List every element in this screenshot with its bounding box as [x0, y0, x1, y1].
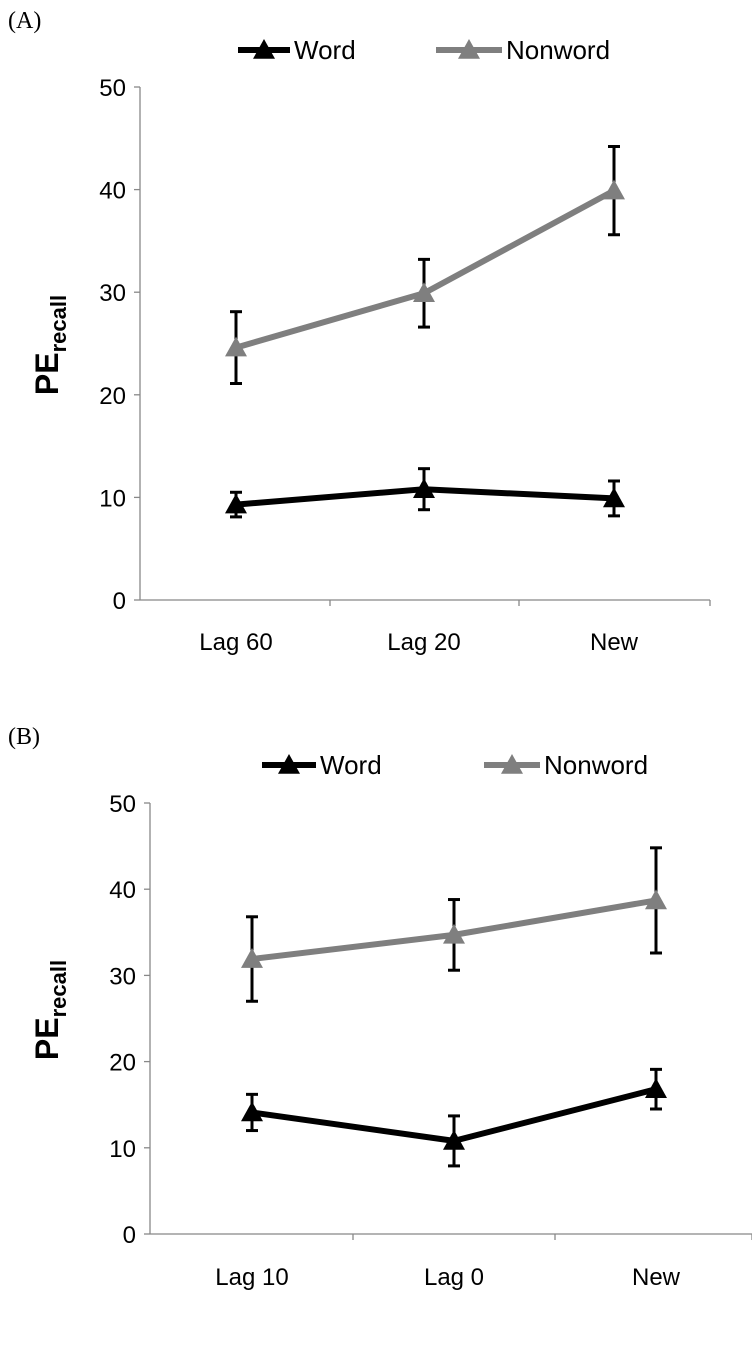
data-point-nonword — [603, 179, 625, 200]
legend-label-nonword: Nonword — [506, 35, 610, 65]
y-tick-label: 10 — [109, 1136, 136, 1163]
x-tick-label: Lag 60 — [199, 629, 272, 656]
legend-marker-nonword — [458, 39, 480, 59]
panel-b-label: (B) — [8, 724, 40, 750]
y-axis-label-subscript: recall — [46, 960, 71, 1018]
data-point-word — [225, 493, 247, 514]
y-tick-label: 0 — [113, 588, 126, 615]
data-point-word — [645, 1078, 667, 1098]
y-tick-label: 20 — [99, 383, 126, 410]
data-point-nonword — [225, 336, 247, 357]
legend-marker-word — [278, 754, 300, 774]
legend-label-nonword: Nonword — [544, 750, 648, 780]
x-tick-label: New — [590, 629, 639, 656]
data-point-word — [603, 487, 625, 508]
data-point-nonword — [645, 889, 667, 910]
y-axis-label: PErecall — [29, 295, 71, 395]
y-tick-label: 30 — [109, 963, 136, 990]
x-tick-label: Lag 20 — [387, 629, 460, 656]
y-tick-label: 30 — [99, 280, 126, 307]
chart-a: 0 10 20 30 40 50 Lag 60 Lag 20 New PErecall Word No… — [29, 35, 711, 656]
data-point-nonword — [443, 923, 465, 944]
data-point-word — [413, 478, 435, 498]
y-axis-label-main: PE — [29, 1017, 65, 1060]
x-tick-label: Lag 10 — [215, 1264, 288, 1291]
y-tick-label: 0 — [123, 1222, 136, 1249]
x-tick-label: Lag 0 — [424, 1264, 484, 1291]
data-point-word — [443, 1129, 465, 1150]
legend-marker-word — [253, 39, 275, 59]
y-tick-label: 50 — [99, 75, 126, 102]
y-tick-label: 40 — [99, 178, 126, 205]
y-tick-label: 50 — [109, 791, 136, 818]
legend-label-word: Word — [294, 35, 356, 65]
y-tick-label: 10 — [99, 485, 126, 512]
legend-label-word: Word — [320, 750, 382, 780]
data-point-nonword — [241, 948, 263, 968]
y-axis-label-main: PE — [29, 352, 65, 395]
y-tick-label: 20 — [109, 1050, 136, 1077]
x-tick-label: New — [632, 1264, 681, 1291]
panel-a-label: (A) — [8, 8, 42, 34]
y-axis-label-subscript: recall — [46, 295, 71, 353]
y-tick-label: 40 — [109, 877, 136, 904]
data-point-nonword — [413, 282, 435, 303]
y-axis-label: PErecall — [29, 960, 71, 1060]
data-point-word — [241, 1101, 263, 1122]
legend-marker-nonword — [501, 754, 523, 774]
